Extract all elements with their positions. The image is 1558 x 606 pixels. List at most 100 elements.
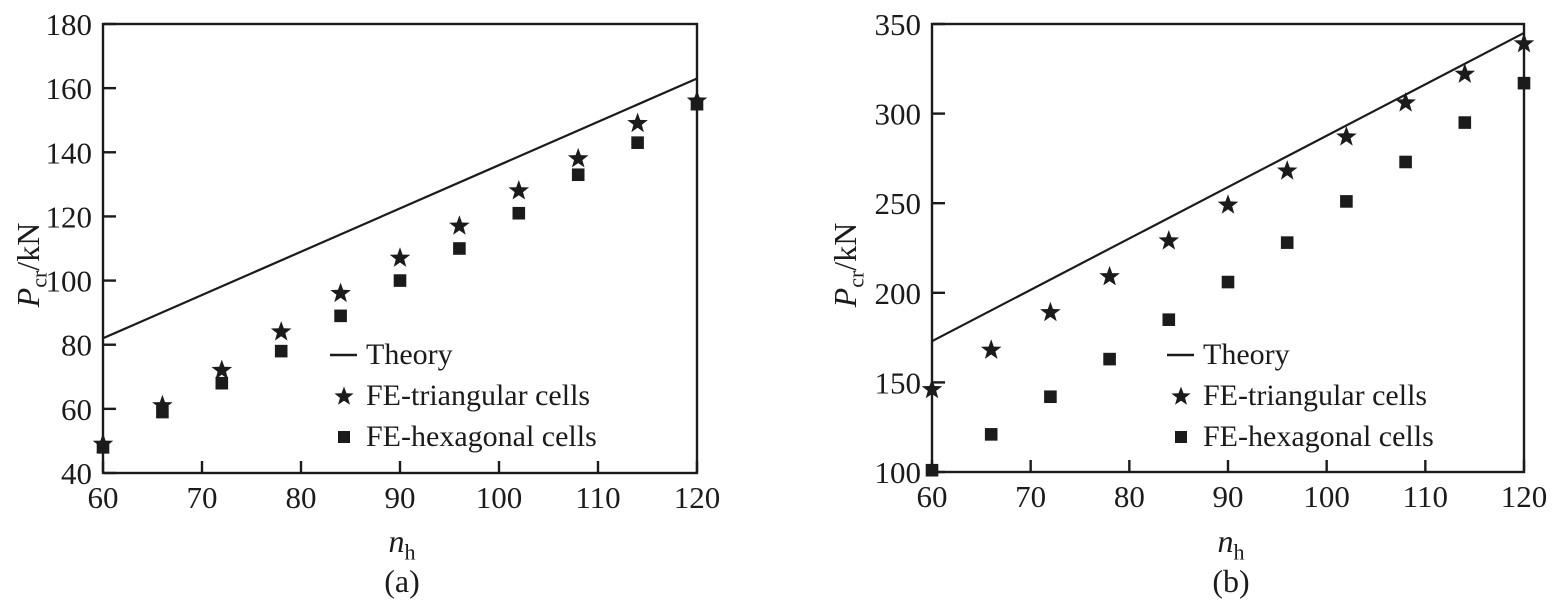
legend-item-theory: Theory: [322, 334, 597, 375]
hexagonal-data-point: [1221, 275, 1235, 289]
x-tick-label: 60: [917, 479, 948, 514]
chart-panel-a: 60 70 80 90 100 110 120 40 60 80 100 120 140 160 180 P…: [7, 7, 721, 599]
hexagonal-data-point: [334, 309, 347, 323]
y-tick-label: 40: [61, 456, 92, 491]
theory-line: [931, 31, 1525, 343]
hexagonal-data-point: [1399, 155, 1412, 169]
chart-b-canvas: 60 70 80 90 100 110 120 100 150 200 250 300 350: [875, 7, 1548, 514]
hexagonal-data-point: [512, 206, 526, 220]
x-axis-variable: n: [388, 523, 405, 559]
triangular-data-point: [627, 112, 648, 133]
triangular-data-point: [211, 359, 233, 380]
hexagonal-data-point: [453, 242, 466, 255]
legend-item-triangular: FE-triangular cells: [1159, 375, 1434, 416]
y-tick-label: 140: [46, 135, 93, 170]
triangular-data-point: [1158, 230, 1180, 250]
theory-line: [102, 77, 698, 340]
theory-line-icon: [322, 351, 366, 359]
legend-label: Theory: [1203, 337, 1290, 371]
y-tick-label: 180: [46, 7, 93, 42]
x-tick-label: 70: [187, 480, 218, 515]
x-tick-label: 100: [476, 480, 523, 515]
triangular-data-point: [1276, 160, 1298, 180]
triangular-data-point: [1454, 63, 1476, 83]
x-tick-label: 60: [88, 480, 119, 515]
y-tick-label: 120: [46, 199, 93, 234]
triangular-data-point: [567, 147, 589, 168]
legend-label: FE-triangular cells: [366, 378, 591, 412]
subfigure-caption-a: (a): [384, 563, 420, 599]
y-tick-label: 200: [875, 276, 922, 311]
hexagonal-data-point: [1280, 236, 1294, 249]
x-axis-variable: n: [1217, 523, 1234, 559]
legend-item-triangular: FE-triangular cells: [322, 375, 597, 416]
legend-item-theory: Theory: [1159, 334, 1434, 375]
hexagonal-data-point: [274, 344, 288, 358]
x-tick-label: 90: [385, 480, 416, 515]
triangular-data-point: [389, 247, 411, 267]
plot-frame: [930, 22, 1526, 474]
y-axis-variable: P: [827, 287, 863, 308]
theory-line-icon: [1159, 351, 1203, 359]
y-axis-label-a: Pcr/kN: [7, 155, 52, 375]
triangular-data-point: [330, 282, 351, 303]
triangular-data-point: [1040, 301, 1061, 322]
y-axis-subscript: cr: [843, 270, 869, 288]
legend-b: Theory FE-triangular cells FE-hexagonal …: [1159, 334, 1434, 457]
y-tick-label: 60: [61, 392, 92, 427]
hexagonal-data-point: [1103, 352, 1116, 366]
hexagonal-data-point: [1517, 76, 1531, 90]
x-tick-label: 70: [1015, 479, 1046, 514]
star-icon: [1159, 385, 1203, 407]
x-tick-label: 120: [1501, 479, 1548, 514]
square-icon: [1159, 430, 1203, 444]
y-axis-subscript: cr: [26, 270, 52, 288]
star-icon: [322, 385, 366, 407]
hexagonal-data-point: [925, 463, 939, 477]
hexagonal-data-point: [96, 441, 110, 454]
y-axis-variable: P: [10, 287, 46, 308]
x-tick-label: 90: [1213, 479, 1244, 514]
y-tick-label: 350: [875, 7, 922, 42]
y-axis-unit: /kN: [827, 222, 863, 271]
hexagonal-data-point: [690, 97, 704, 111]
hexagonal-data-point: [571, 168, 585, 182]
hexagonal-data-point: [984, 428, 998, 441]
hexagonal-data-point: [1162, 313, 1176, 326]
triangular-data-point: [270, 321, 292, 341]
y-tick-label: 150: [875, 365, 922, 400]
x-axis-label-a: nh: [332, 521, 472, 565]
x-tick-label: 110: [1403, 479, 1448, 514]
y-axis-unit: /kN: [10, 222, 46, 271]
hexagonal-data-point: [215, 376, 229, 390]
triangular-data-point: [980, 339, 1002, 359]
plot-frame: [101, 22, 699, 475]
chart-panel-b: 60 70 80 90 100 110 120 100 150 200 250 300 350 Pcr/…: [779, 0, 1558, 606]
x-tick-label: 120: [674, 480, 721, 515]
hexagonal-data-point: [1458, 116, 1472, 129]
triangular-data-point: [921, 378, 943, 399]
triangular-data-point: [152, 394, 173, 415]
legend-a: Theory FE-triangular cells FE-hexagonal …: [322, 334, 597, 457]
x-axis-subscript: h: [404, 539, 416, 565]
x-axis-label-b: nh: [1161, 521, 1301, 565]
x-axis-subscript: h: [1233, 539, 1245, 565]
x-tick-label: 100: [1303, 479, 1350, 514]
triangular-data-point: [1336, 126, 1357, 146]
triangular-data-point: [1217, 194, 1239, 214]
y-tick-label: 250: [875, 186, 922, 221]
y-tick-label: 300: [875, 97, 922, 132]
legend-label: FE-triangular cells: [1203, 378, 1428, 412]
square-icon: [322, 430, 366, 444]
subfigure-caption-b: (b): [1212, 563, 1250, 599]
hexagonal-data-point: [1044, 390, 1057, 404]
y-tick-label: 100: [46, 264, 93, 299]
x-tick-label: 80: [1114, 479, 1145, 514]
legend-item-hexagonal: FE-hexagonal cells: [322, 416, 597, 457]
hexagonal-data-point: [156, 405, 169, 419]
x-tick-label: 80: [286, 480, 317, 515]
triangular-data-point: [449, 215, 470, 235]
y-tick-label: 100: [875, 455, 922, 490]
triangular-data-point: [1099, 265, 1120, 286]
